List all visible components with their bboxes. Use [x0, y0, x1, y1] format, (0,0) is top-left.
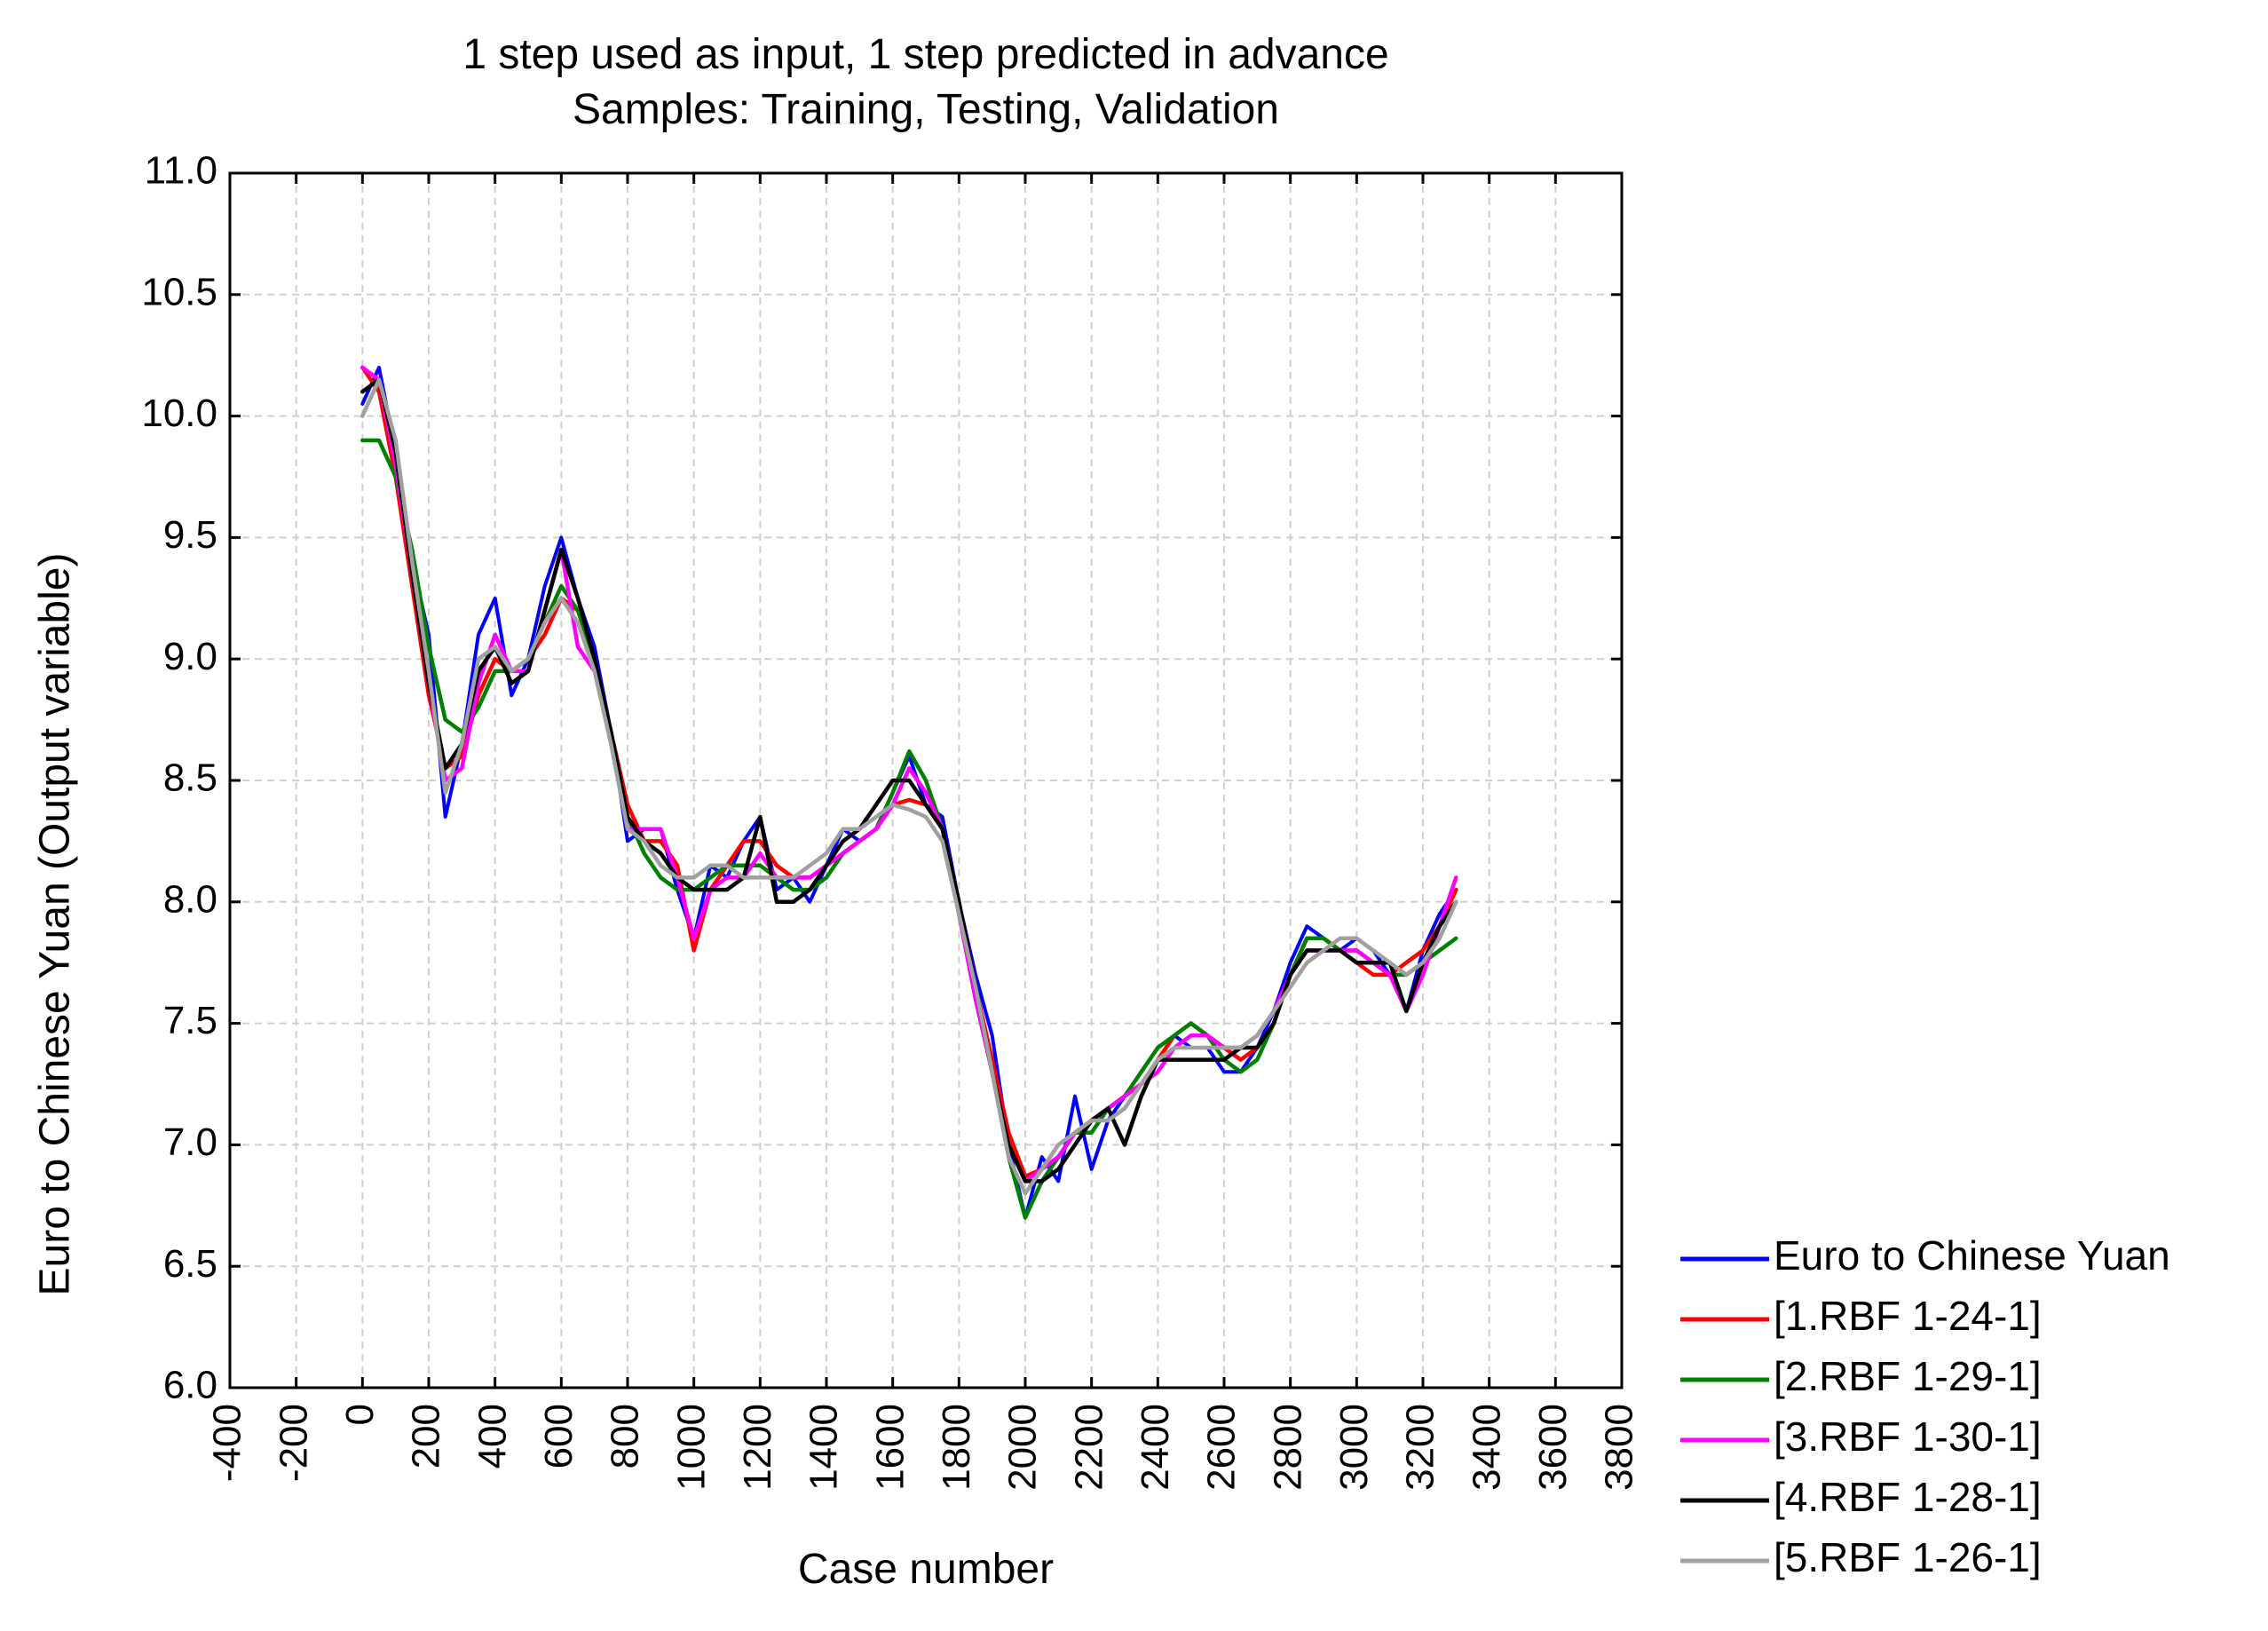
- y-tick-label: 7.5: [163, 999, 217, 1042]
- y-tick-label: 10.0: [141, 392, 217, 435]
- x-tick-label: 1200: [736, 1404, 779, 1491]
- x-tick-label: 600: [537, 1404, 581, 1469]
- x-tick-label: 800: [604, 1404, 647, 1469]
- y-tick-label: 6.5: [163, 1242, 217, 1286]
- x-tick-label: 3000: [1332, 1404, 1376, 1491]
- series-line-3: [360, 438, 1458, 1220]
- chart-subtitle: Samples: Training, Testing, Validation: [572, 86, 1279, 133]
- y-axis-label: Euro to Chinese Yuan (Output variable): [31, 552, 79, 1296]
- legend-label: [2.RBF 1-29-1]: [1774, 1353, 2042, 1399]
- axis-ticks: -400 -200 0 200 400 600 800 1000 1200 1400 1600 180…: [141, 149, 1640, 1491]
- x-tick-label: -200: [272, 1404, 315, 1482]
- y-tick-label: 10.5: [141, 270, 217, 313]
- legend-label: [1.RBF 1-24-1]: [1774, 1293, 2042, 1339]
- x-tick-label: 0: [338, 1404, 382, 1425]
- chart-title: 1 step used as input, 1 step predicted i…: [462, 31, 1389, 78]
- y-tick-label: 8.5: [163, 756, 217, 800]
- y-tick-label: 9.5: [163, 513, 217, 557]
- x-tick-label: 2200: [1067, 1404, 1110, 1491]
- y-tick-label: 11.0: [145, 149, 217, 193]
- y-tick-label: 7.0: [163, 1120, 217, 1164]
- x-tick-label: 3400: [1465, 1404, 1508, 1491]
- x-tick-label: 2800: [1266, 1404, 1309, 1491]
- series-line-6: [360, 377, 1458, 1196]
- plot-series: [360, 365, 1458, 1220]
- x-tick-label: 2000: [1001, 1404, 1045, 1491]
- x-axis-label: Case number: [797, 1546, 1055, 1593]
- series-line-5: [360, 377, 1458, 1184]
- legend-label: Euro to Chinese Yuan: [1774, 1232, 2170, 1279]
- y-tick-label: 8.0: [163, 877, 217, 921]
- x-tick-label: 1800: [935, 1404, 978, 1491]
- legend-label: [4.RBF 1-28-1]: [1774, 1474, 2042, 1520]
- x-tick-label: 3800: [1598, 1404, 1641, 1491]
- x-tick-label: 3200: [1399, 1404, 1442, 1491]
- y-tick-label: 9.0: [163, 635, 217, 678]
- y-tick-label: 6.0: [163, 1364, 217, 1407]
- x-tick-label: 2400: [1134, 1404, 1177, 1491]
- x-tick-label: 200: [405, 1404, 448, 1469]
- x-tick-label: 1400: [802, 1404, 846, 1491]
- x-tick-label: 2600: [1200, 1404, 1244, 1491]
- legend: Euro to Chinese Yuan [1.RBF 1-24-1] [2.RBF…: [1680, 1232, 2170, 1580]
- legend-label: [5.RBF 1-26-1]: [1774, 1534, 2042, 1580]
- x-tick-label: -400: [206, 1404, 249, 1482]
- series-line-1: [360, 365, 1458, 1220]
- x-tick-label: 3600: [1531, 1404, 1575, 1491]
- x-tick-label: 400: [470, 1404, 514, 1469]
- x-tick-label: 1600: [868, 1404, 912, 1491]
- x-tick-label: 1000: [669, 1404, 713, 1491]
- legend-label: [3.RBF 1-30-1]: [1774, 1413, 2042, 1460]
- series-line-4: [360, 365, 1458, 1184]
